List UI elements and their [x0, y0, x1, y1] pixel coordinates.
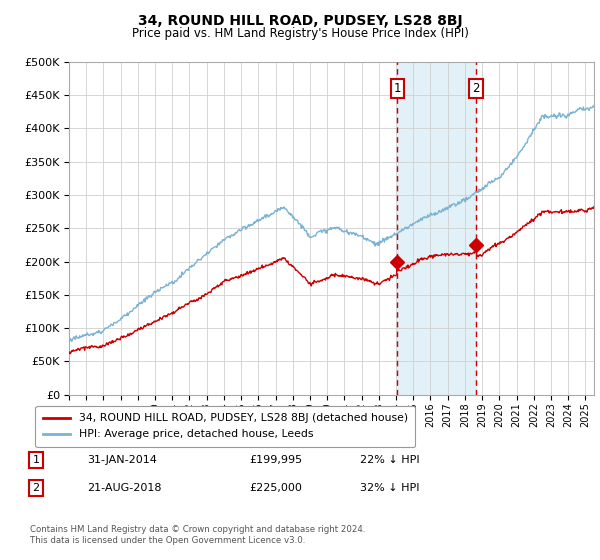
Text: 32% ↓ HPI: 32% ↓ HPI [360, 483, 419, 493]
Text: 1: 1 [394, 82, 401, 95]
Text: £225,000: £225,000 [249, 483, 302, 493]
Text: Price paid vs. HM Land Registry's House Price Index (HPI): Price paid vs. HM Land Registry's House … [131, 27, 469, 40]
Bar [397, 62, 476, 395]
Text: 22% ↓ HPI: 22% ↓ HPI [360, 455, 419, 465]
Text: 34, ROUND HILL ROAD, PUDSEY, LS28 8BJ: 34, ROUND HILL ROAD, PUDSEY, LS28 8BJ [137, 14, 463, 28]
Text: Contains HM Land Registry data © Crown copyright and database right 2024.
This d: Contains HM Land Registry data © Crown c… [30, 525, 365, 545]
Text: £199,995: £199,995 [249, 455, 302, 465]
Text: 31-JAN-2014: 31-JAN-2014 [87, 455, 157, 465]
Text: 2: 2 [32, 483, 40, 493]
Text: 21-AUG-2018: 21-AUG-2018 [87, 483, 161, 493]
Text: 1: 1 [32, 455, 40, 465]
Text: 2: 2 [472, 82, 479, 95]
Legend: 34, ROUND HILL ROAD, PUDSEY, LS28 8BJ (detached house), HPI: Average price, deta: 34, ROUND HILL ROAD, PUDSEY, LS28 8BJ (d… [35, 406, 415, 447]
